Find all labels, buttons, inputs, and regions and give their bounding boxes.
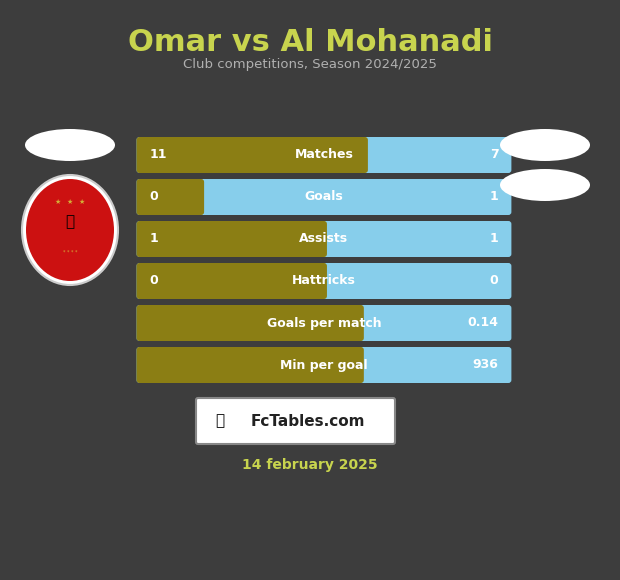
Text: 0.14: 0.14 <box>467 317 498 329</box>
Text: Goals per match: Goals per match <box>267 317 381 329</box>
Ellipse shape <box>500 169 590 201</box>
Text: Matches: Matches <box>294 148 353 161</box>
Ellipse shape <box>26 179 114 281</box>
FancyBboxPatch shape <box>136 179 204 215</box>
FancyBboxPatch shape <box>136 263 327 299</box>
Text: Hattricks: Hattricks <box>292 274 356 288</box>
FancyBboxPatch shape <box>136 179 512 215</box>
Text: 936: 936 <box>472 358 498 372</box>
Text: Assists: Assists <box>299 233 348 245</box>
FancyBboxPatch shape <box>136 263 512 299</box>
FancyBboxPatch shape <box>136 221 327 257</box>
Text: Omar vs Al Mohanadi: Omar vs Al Mohanadi <box>128 28 492 57</box>
Text: 14 february 2025: 14 february 2025 <box>242 458 378 472</box>
Text: ★: ★ <box>67 199 73 205</box>
Text: 📊: 📊 <box>215 414 224 429</box>
Ellipse shape <box>25 129 115 161</box>
Text: * * * *: * * * * <box>63 249 78 255</box>
Text: ★: ★ <box>55 199 61 205</box>
FancyBboxPatch shape <box>136 221 512 257</box>
Text: 0: 0 <box>149 274 158 288</box>
Bar <box>318 266 326 296</box>
Bar <box>195 182 203 212</box>
Bar <box>318 224 326 254</box>
Text: ★: ★ <box>79 199 85 205</box>
Text: Min per goal: Min per goal <box>280 358 368 372</box>
Text: 0: 0 <box>149 190 158 204</box>
Text: 0: 0 <box>490 274 498 288</box>
Bar <box>355 308 363 338</box>
Text: 1: 1 <box>490 233 498 245</box>
Ellipse shape <box>22 175 118 285</box>
Text: Club competitions, Season 2024/2025: Club competitions, Season 2024/2025 <box>183 58 437 71</box>
FancyBboxPatch shape <box>196 398 395 444</box>
FancyBboxPatch shape <box>136 305 364 341</box>
Text: 11: 11 <box>149 148 167 161</box>
Bar <box>355 350 363 380</box>
Text: 1: 1 <box>149 233 158 245</box>
FancyBboxPatch shape <box>136 137 512 173</box>
Bar <box>359 140 367 170</box>
FancyBboxPatch shape <box>136 347 512 383</box>
Text: 1: 1 <box>490 190 498 204</box>
Text: FcTables.com: FcTables.com <box>250 414 365 429</box>
FancyBboxPatch shape <box>136 347 364 383</box>
Text: Goals: Goals <box>304 190 343 204</box>
Text: 🦅: 🦅 <box>66 215 74 230</box>
Ellipse shape <box>500 129 590 161</box>
FancyBboxPatch shape <box>136 137 368 173</box>
Text: 7: 7 <box>490 148 498 161</box>
FancyBboxPatch shape <box>136 305 512 341</box>
